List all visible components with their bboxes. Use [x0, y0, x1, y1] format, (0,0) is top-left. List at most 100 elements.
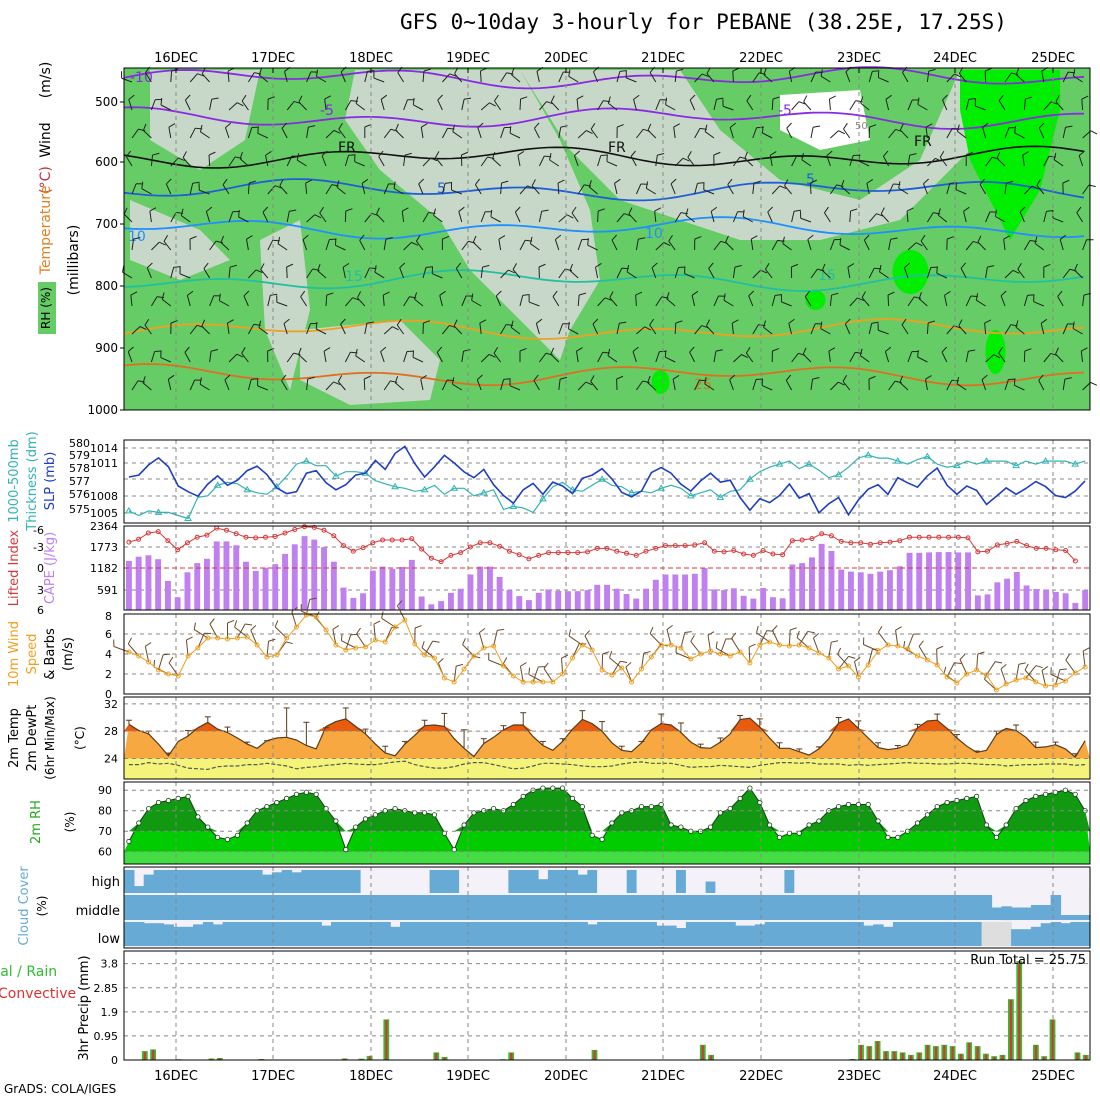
wind-speed-point	[609, 672, 615, 678]
wind-barb-flag	[623, 213, 631, 217]
wind-barb-flag	[452, 124, 455, 132]
wind-barb-flag	[510, 320, 514, 328]
rh-point	[559, 785, 566, 791]
wind-barb-flag	[918, 292, 922, 299]
wind-barb-flag	[767, 206, 774, 213]
wind-barb	[179, 273, 191, 279]
wind-barb	[597, 297, 606, 307]
wind-barb-flag	[713, 151, 721, 156]
wind-speed-point	[313, 614, 319, 620]
cloud-low-bar	[656, 925, 667, 946]
rh-point	[155, 799, 162, 806]
wind-barb-flag	[935, 157, 942, 162]
rh-legend-swatch	[38, 282, 56, 334]
wind-barb	[345, 634, 352, 651]
wind-barb	[597, 155, 602, 167]
dry-zone	[300, 320, 440, 405]
wind-barb	[926, 212, 934, 223]
wind-barb-flag	[633, 94, 640, 100]
wind-barb	[635, 183, 642, 195]
wind-barb	[965, 99, 970, 111]
wind-barb	[422, 212, 429, 223]
cloud-low-bar	[360, 922, 372, 946]
wind-barb	[344, 155, 349, 167]
cloud-low-bar	[301, 922, 312, 946]
wind-barb-flag	[359, 234, 365, 241]
wind-barb-flag	[404, 152, 412, 156]
wind-barb-flag	[710, 206, 718, 212]
cloud-middle-bar	[557, 895, 569, 920]
chart-title: GFS 0~10day 3-hourly for PEBANE (38.25E,…	[400, 10, 1007, 34]
cloud-high-clear	[607, 870, 618, 893]
rh-tick-label: 60	[98, 846, 112, 859]
rh-point	[707, 824, 714, 830]
cloud-low-bar	[666, 925, 677, 946]
wind-barb	[946, 379, 953, 391]
wind-barb	[731, 323, 734, 335]
wind-barb-flag	[130, 291, 138, 296]
cloud-high-clear	[1060, 870, 1071, 893]
wind-barb-flag	[625, 661, 632, 668]
rh-point	[343, 846, 349, 853]
wind-barb	[209, 351, 212, 363]
wind-barb-flag	[918, 640, 924, 647]
wind-barb-flag	[309, 597, 317, 600]
wind-barb	[725, 241, 734, 251]
wind-barb-flag	[546, 101, 554, 105]
wind-barb	[1062, 379, 1066, 391]
rh-point	[215, 834, 221, 841]
cloud-low-bar	[459, 922, 470, 946]
slp-tick-label: 1005	[90, 507, 118, 520]
wind-barb-flag	[201, 319, 206, 327]
rh-point	[658, 801, 664, 808]
wind-barb-flag	[715, 349, 723, 352]
wind-barb	[306, 323, 311, 335]
wind-barb	[396, 605, 406, 621]
date-label-top: 24DEC	[933, 51, 977, 66]
cloud-high-bar	[124, 870, 135, 893]
wind-barb-flag	[160, 97, 163, 106]
wind-barb-flag	[1003, 235, 1011, 240]
cloud-low-bar	[685, 922, 697, 946]
li-point	[224, 527, 229, 533]
cloud-low-bar	[193, 924, 204, 946]
wind-barb-flag	[909, 153, 917, 156]
cloud-middle-bar	[843, 895, 855, 920]
wind-barb	[771, 295, 776, 307]
wind-barb-flag	[985, 67, 992, 72]
rh-point	[766, 822, 773, 828]
cape-bar	[399, 567, 406, 610]
wind-barb-flag	[527, 185, 535, 189]
cape-bar	[721, 590, 728, 610]
wind-barb	[395, 129, 404, 139]
li-point	[487, 540, 493, 546]
wind-barb-flag	[1024, 663, 1029, 671]
wind-barb	[344, 100, 352, 111]
wind-barb-flag	[238, 209, 240, 218]
wind-barb	[535, 323, 540, 335]
wind-barb	[454, 73, 463, 83]
wind-barb-flag	[723, 293, 726, 301]
wind-barb	[412, 356, 424, 363]
wind-barb-flag	[1022, 151, 1029, 156]
wind-barb	[324, 99, 327, 111]
cloud-high-clear	[843, 870, 855, 893]
wind-barb	[383, 380, 391, 391]
cloud-low-bar	[380, 922, 391, 946]
wind-barb-flag	[317, 264, 321, 271]
wind-barb-flag	[189, 235, 197, 240]
wind-barb-flag	[632, 346, 639, 352]
li-point	[731, 548, 737, 553]
cape-bar	[711, 589, 718, 610]
wind-barb-flag	[472, 235, 477, 243]
wind-barb	[1052, 217, 1064, 223]
wind-barb-flag	[859, 348, 863, 356]
li-point	[868, 541, 873, 547]
cloud-low-bar	[1080, 922, 1091, 946]
wind-barb	[241, 100, 249, 111]
wind-barb	[378, 156, 385, 167]
rh-point	[934, 803, 940, 810]
wind-barb-flag	[464, 97, 472, 100]
wind-barb	[820, 328, 831, 335]
li-point	[916, 534, 922, 540]
